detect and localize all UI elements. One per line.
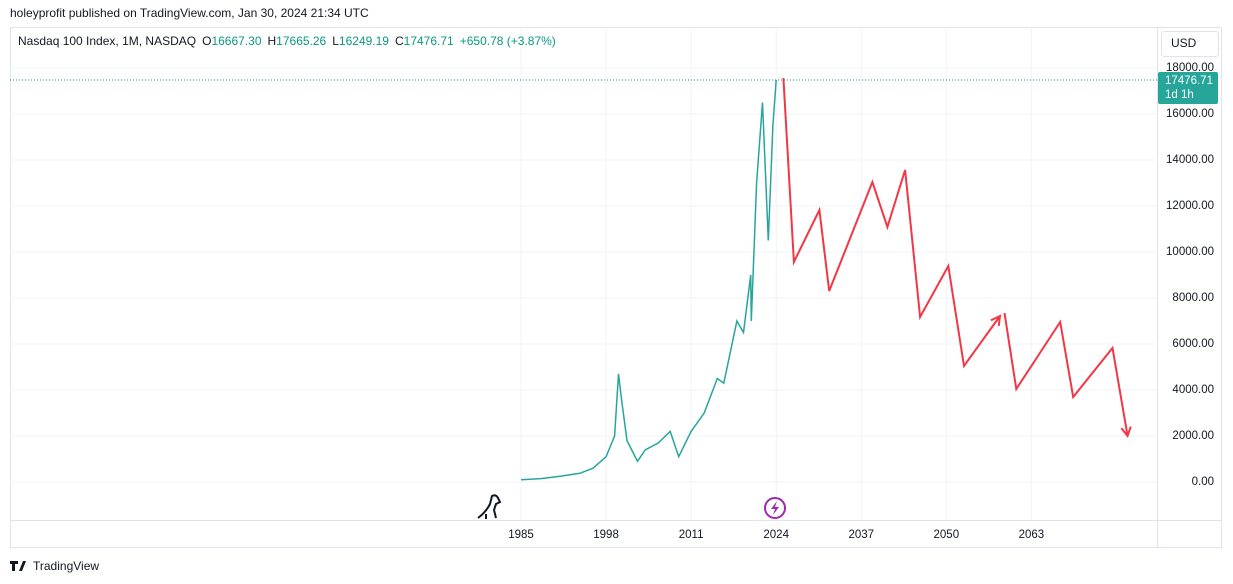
currency: USD	[1171, 36, 1197, 50]
ohlc-label: C	[395, 34, 404, 48]
dino-icon	[477, 494, 502, 519]
y-tick-label: 18000.00	[1166, 62, 1214, 74]
ohlc-label: L	[332, 34, 339, 48]
last-price-label: 17476.71	[1165, 75, 1213, 87]
arrow-head	[990, 314, 1002, 327]
y-tick-label: 16000.00	[1166, 108, 1214, 120]
brand-logo	[10, 561, 26, 571]
legend: Nasdaq 100 Index, 1M, NASDAQ O16667.30 H17…	[18, 34, 556, 48]
ohlc-value: 17665.26	[276, 34, 326, 48]
brand: TradingView	[33, 559, 99, 573]
frame	[10, 27, 1222, 548]
last-price-box	[1158, 72, 1218, 105]
ohlc-label: H	[268, 34, 277, 48]
ohlc-label: O	[202, 34, 211, 48]
x-tick-label: 1985	[508, 529, 534, 541]
ohlc-value: 16667.30	[211, 34, 261, 48]
y-tick-label: 10000.00	[1166, 246, 1214, 258]
y-tick-label: 12000.00	[1166, 200, 1214, 212]
y-tick-label: 0.00	[1192, 476, 1214, 488]
countdown: 1d 1h	[1165, 89, 1194, 101]
price-line	[782, 77, 1129, 437]
ohlc-value: 16249.19	[339, 34, 389, 48]
arrow-head	[1120, 426, 1132, 439]
y-tick-label: 6000.00	[1172, 338, 1214, 350]
y-tick-label: 14000.00	[1166, 154, 1214, 166]
y-tick-label: 8000.00	[1172, 292, 1214, 304]
y-tick-label: 2000.00	[1172, 430, 1214, 442]
marks	[520, 77, 1132, 481]
currency-button[interactable]	[1161, 31, 1219, 57]
x-tick-label: 2037	[848, 529, 874, 541]
grid	[10, 27, 1157, 520]
x-tick-label: 2063	[1019, 529, 1045, 541]
x-tick-label: 2050	[934, 529, 960, 541]
y-tick-label: 4000.00	[1172, 384, 1214, 396]
x-tick-label: 2011	[679, 529, 704, 541]
legend-title: Nasdaq 100 Index, 1M, NASDAQ	[18, 34, 196, 48]
x-tick-label: 2024	[763, 529, 789, 541]
ohlc-value: 17476.71	[404, 34, 454, 48]
change: +650.78 (+3.87%)	[460, 34, 556, 48]
price-line	[520, 79, 777, 481]
event-icon	[764, 497, 786, 519]
x-tick-label: 1998	[593, 529, 619, 541]
publisher: holeyprofit published on TradingView.com…	[10, 6, 369, 20]
